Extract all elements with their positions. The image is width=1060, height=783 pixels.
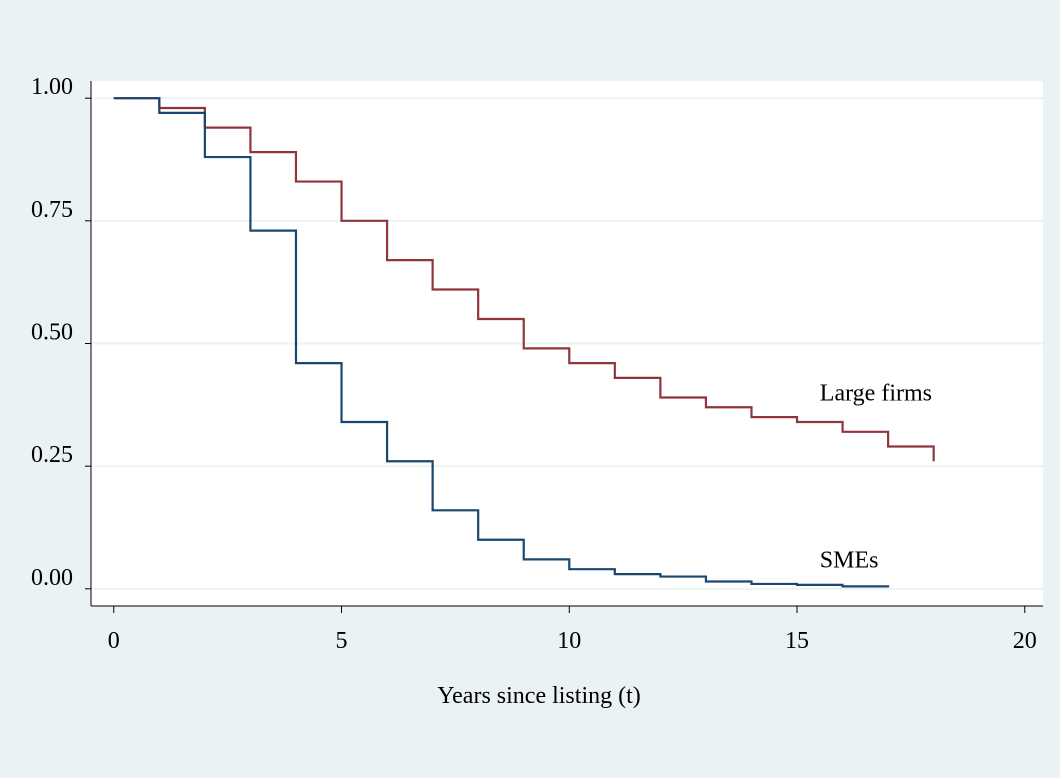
series-label-smes: SMEs: [820, 547, 879, 573]
series-line-large-firms: [113, 97, 935, 462]
x-axis-label: Years since listing (t): [437, 683, 641, 709]
y-tick-label: 0.50: [31, 320, 73, 346]
x-tick-label: 0: [108, 628, 120, 654]
axes: 0.00 0.25 0.50 0.75 1.00 0 5 10 15 20: [31, 74, 1043, 654]
x-tick-label: 15: [785, 628, 809, 654]
x-tick-label: 5: [336, 628, 348, 654]
x-tick-label: 20: [1013, 628, 1037, 654]
y-tick-label: 0.00: [31, 565, 73, 591]
x-tick-label: 10: [557, 628, 581, 654]
series-labels: Large firms SMEs: [820, 381, 932, 574]
y-tick-label: 0.25: [31, 442, 73, 468]
y-tick-label: 1.00: [31, 74, 73, 100]
series-label-large-firms: Large firms: [820, 381, 932, 407]
y-tick-label: 0.75: [31, 197, 73, 223]
series-lines: [113, 97, 935, 588]
series-line-smes: [113, 97, 890, 588]
